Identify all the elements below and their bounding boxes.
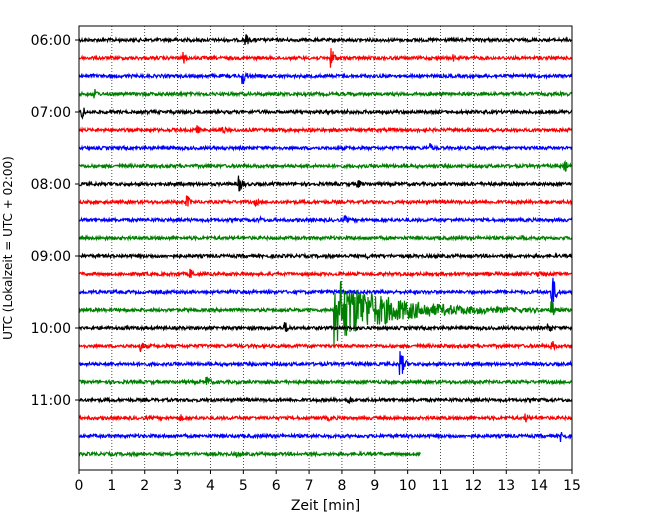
trace-line (78, 396, 573, 405)
trace-line (78, 431, 573, 442)
trace-line (78, 71, 573, 85)
trace-line (78, 376, 573, 386)
x-tick-label: 9 (370, 478, 379, 494)
trace-line (78, 268, 573, 279)
x-axis-label: Zeit [min] (291, 498, 360, 514)
x-tick-label: 3 (173, 478, 182, 494)
trace-line (78, 195, 573, 208)
trace-line (78, 89, 573, 99)
trace-line (78, 34, 572, 45)
grid-lines (111, 26, 540, 470)
x-tick-label: 1 (107, 478, 116, 494)
x-tick-label: 15 (563, 478, 581, 494)
x-tick-label: 13 (497, 478, 515, 494)
traces (78, 34, 573, 458)
x-tick-label: 0 (75, 478, 84, 494)
x-axis: 0 1 2 3 4 5 6 7 8 9 10 11 12 13 14 15 (75, 470, 581, 494)
x-tick-label: 12 (464, 478, 482, 494)
x-tick-label: 11 (432, 478, 450, 494)
trace-line (78, 341, 573, 353)
y-tick-label: 06:00 (31, 33, 71, 49)
trace-line (78, 159, 573, 172)
trace-line (78, 322, 573, 333)
x-tick-label: 7 (305, 478, 314, 494)
trace-line (78, 234, 573, 242)
y-axis: 06:00 07:00 08:00 09:00 10:00 11:00 (31, 33, 79, 409)
y-tick-label: 09:00 (31, 249, 71, 265)
trace-line (78, 413, 573, 423)
plot-frame (78, 25, 573, 471)
y-tick-label: 07:00 (31, 105, 71, 121)
trace-line (78, 48, 573, 68)
trace-line (78, 107, 573, 120)
x-tick-label: 5 (239, 478, 248, 494)
trace-line (78, 214, 573, 224)
x-tick-label: 10 (399, 478, 417, 494)
trace-line (78, 142, 573, 152)
x-tick-label: 2 (140, 478, 149, 494)
x-tick-label: 4 (206, 478, 215, 494)
trace-line (78, 450, 421, 458)
y-tick-label: 11:00 (31, 393, 71, 409)
y-axis-label: UTC (Lokalzeit = UTC + 02:00) (1, 156, 15, 340)
trace-line (78, 175, 573, 192)
trace-line (78, 277, 573, 304)
trace-line (78, 280, 573, 346)
trace-line (78, 125, 573, 134)
x-tick-label: 6 (272, 478, 281, 494)
y-tick-label: 08:00 (31, 177, 71, 193)
y-tick-label: 10:00 (31, 321, 71, 337)
x-tick-label: 8 (337, 478, 346, 494)
trace-line (78, 351, 573, 376)
trace-line (78, 252, 573, 261)
x-tick-label: 14 (530, 478, 548, 494)
